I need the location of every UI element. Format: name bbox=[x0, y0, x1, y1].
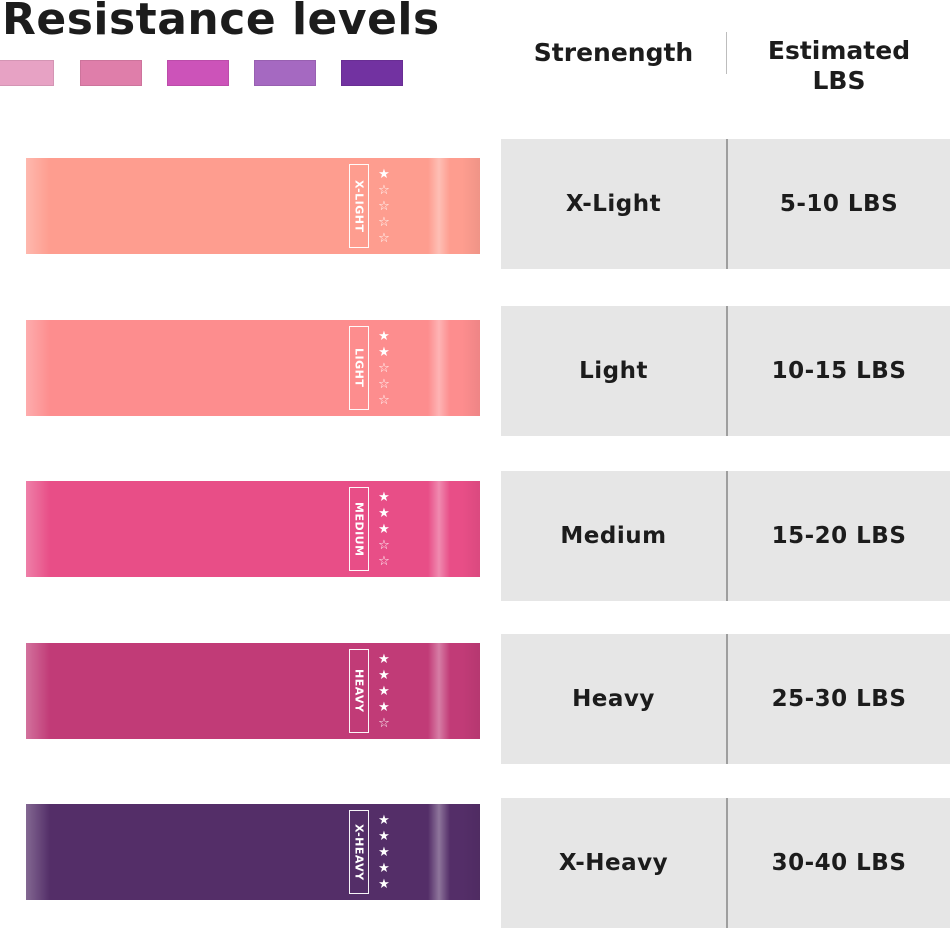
star-empty-icon: ☆ bbox=[378, 183, 390, 198]
star-filled-icon: ★ bbox=[378, 668, 390, 683]
band-medium: MEDIUM ★ ★ ★ ☆ ☆ bbox=[26, 481, 480, 577]
column-divider bbox=[726, 634, 728, 764]
swatch-4 bbox=[254, 60, 316, 86]
header-lbs-line1: Estimated bbox=[767, 36, 911, 65]
swatch-5 bbox=[341, 60, 403, 86]
strength-cell: Medium bbox=[501, 471, 726, 601]
lbs-cell: 5-10 LBS bbox=[728, 139, 950, 269]
band-tag: LIGHT bbox=[349, 326, 369, 410]
star-filled-icon: ★ bbox=[378, 329, 390, 344]
star-empty-icon: ☆ bbox=[378, 215, 390, 230]
star-rating: ★ ★ ★ ★ ★ bbox=[376, 813, 392, 893]
star-rating: ★ ★ ★ ★ ☆ bbox=[376, 652, 392, 732]
star-empty-icon: ☆ bbox=[378, 393, 390, 408]
star-empty-icon: ☆ bbox=[378, 538, 390, 553]
star-empty-icon: ☆ bbox=[378, 377, 390, 392]
band-x-heavy: X-HEAVY ★ ★ ★ ★ ★ bbox=[26, 804, 480, 900]
swatch-2 bbox=[80, 60, 142, 86]
column-divider bbox=[726, 471, 728, 601]
lbs-cell: 10-15 LBS bbox=[728, 306, 950, 436]
band-x-light: X-LIGHT ★ ☆ ☆ ☆ ☆ bbox=[26, 158, 480, 254]
star-rating: ★ ☆ ☆ ☆ ☆ bbox=[376, 167, 392, 247]
band-tag: HEAVY bbox=[349, 649, 369, 733]
lbs-cell: 30-40 LBS bbox=[728, 798, 950, 928]
star-filled-icon: ★ bbox=[378, 345, 390, 360]
star-empty-icon: ☆ bbox=[378, 361, 390, 376]
band-tag-label: LIGHT bbox=[352, 348, 366, 388]
star-empty-icon: ☆ bbox=[378, 231, 390, 246]
star-filled-icon: ★ bbox=[378, 877, 390, 892]
lbs-cell: 15-20 LBS bbox=[728, 471, 950, 601]
star-empty-icon: ☆ bbox=[378, 716, 390, 731]
swatch-3 bbox=[167, 60, 229, 86]
strength-cell: Light bbox=[501, 306, 726, 436]
star-empty-icon: ☆ bbox=[378, 199, 390, 214]
band-tag: MEDIUM bbox=[349, 487, 369, 571]
star-rating: ★ ★ ★ ☆ ☆ bbox=[376, 490, 392, 570]
strength-cell: Heavy bbox=[501, 634, 726, 764]
star-filled-icon: ★ bbox=[378, 700, 390, 715]
star-filled-icon: ★ bbox=[378, 684, 390, 699]
star-rating: ★ ★ ☆ ☆ ☆ bbox=[376, 329, 392, 409]
band-heavy: HEAVY ★ ★ ★ ★ ☆ bbox=[26, 643, 480, 739]
star-filled-icon: ★ bbox=[378, 506, 390, 521]
strength-cell: X-Heavy bbox=[501, 798, 726, 928]
star-filled-icon: ★ bbox=[378, 861, 390, 876]
star-filled-icon: ★ bbox=[378, 522, 390, 537]
header-divider bbox=[726, 32, 727, 74]
band-tag-label: X-LIGHT bbox=[352, 179, 366, 233]
star-filled-icon: ★ bbox=[378, 829, 390, 844]
column-divider bbox=[726, 798, 728, 928]
band-tag: X-LIGHT bbox=[349, 164, 369, 248]
strength-cell: X-Light bbox=[501, 139, 726, 269]
band-tag: X-HEAVY bbox=[349, 810, 369, 894]
star-filled-icon: ★ bbox=[378, 167, 390, 182]
page-title: Resistance levels bbox=[2, 0, 440, 45]
star-empty-icon: ☆ bbox=[378, 554, 390, 569]
band-tag-label: HEAVY bbox=[352, 669, 366, 713]
header-lbs-line2: LBS bbox=[812, 66, 866, 95]
header-estimated-lbs: Estimated LBS bbox=[728, 36, 950, 96]
swatch-1 bbox=[0, 60, 54, 86]
band-tag-label: MEDIUM bbox=[352, 501, 366, 557]
star-filled-icon: ★ bbox=[378, 813, 390, 828]
lbs-cell: 25-30 LBS bbox=[728, 634, 950, 764]
band-light: LIGHT ★ ★ ☆ ☆ ☆ bbox=[26, 320, 480, 416]
star-filled-icon: ★ bbox=[378, 652, 390, 667]
star-filled-icon: ★ bbox=[378, 845, 390, 860]
star-filled-icon: ★ bbox=[378, 490, 390, 505]
column-divider bbox=[726, 306, 728, 436]
column-divider bbox=[726, 139, 728, 269]
band-tag-label: X-HEAVY bbox=[352, 823, 366, 881]
header-strength: Strenength bbox=[533, 38, 694, 67]
